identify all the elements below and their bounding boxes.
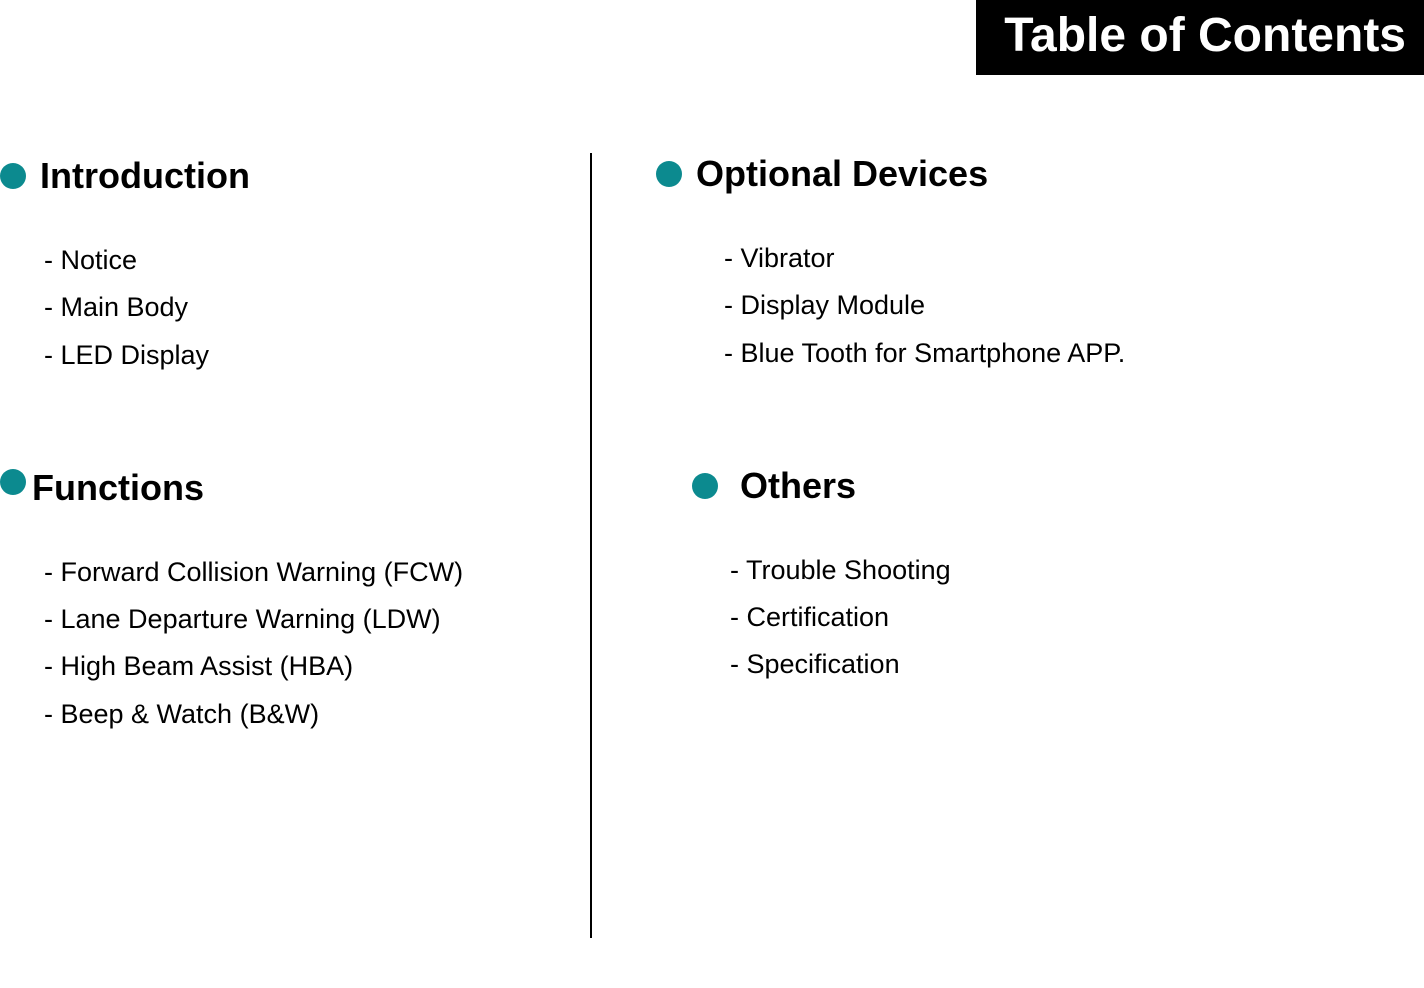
section-header: Others	[692, 465, 1424, 507]
page-title: Table of Contents	[1004, 9, 1406, 62]
right-column: Optional Devices - Vibrator - Display Mo…	[590, 153, 1424, 938]
bullet-icon	[0, 163, 26, 189]
bullet-icon	[656, 161, 682, 187]
list-item: - High Beam Assist (HBA)	[44, 643, 570, 690]
section-title: Introduction	[40, 155, 250, 197]
list-item: - Blue Tooth for Smartphone APP.	[724, 330, 1424, 377]
list-item: - Lane Departure Warning (LDW)	[44, 596, 570, 643]
section-optional-devices: Optional Devices - Vibrator - Display Mo…	[652, 153, 1424, 377]
item-list: - Forward Collision Warning (FCW) - Lane…	[4, 549, 570, 738]
section-title: Functions	[32, 467, 204, 509]
list-item: - Forward Collision Warning (FCW)	[44, 549, 570, 596]
section-functions: Functions - Forward Collision Warning (F…	[4, 467, 570, 738]
section-introduction: Introduction - Notice - Main Body - LED …	[4, 155, 570, 379]
bullet-icon	[0, 469, 26, 495]
content-area: Introduction - Notice - Main Body - LED …	[0, 155, 1424, 940]
section-header: Functions	[0, 467, 570, 509]
list-item: - Main Body	[44, 284, 570, 331]
left-column: Introduction - Notice - Main Body - LED …	[0, 155, 590, 940]
header-bar: Table of Contents	[976, 0, 1424, 75]
item-list: - Trouble Shooting - Certification - Spe…	[652, 547, 1424, 689]
bullet-icon	[692, 473, 718, 499]
list-item: - Trouble Shooting	[730, 547, 1424, 594]
list-item: - Specification	[730, 641, 1424, 688]
list-item: - Vibrator	[724, 235, 1424, 282]
section-header: Optional Devices	[656, 153, 1424, 195]
section-header: Introduction	[4, 155, 570, 197]
list-item: - LED Display	[44, 332, 570, 379]
item-list: - Notice - Main Body - LED Display	[4, 237, 570, 379]
section-title: Others	[740, 465, 856, 507]
section-title: Optional Devices	[696, 153, 988, 195]
list-item: - Beep & Watch (B&W)	[44, 691, 570, 738]
section-others: Others - Trouble Shooting - Certificatio…	[652, 465, 1424, 689]
item-list: - Vibrator - Display Module - Blue Tooth…	[652, 235, 1424, 377]
list-item: - Display Module	[724, 282, 1424, 329]
list-item: - Certification	[730, 594, 1424, 641]
list-item: - Notice	[44, 237, 570, 284]
